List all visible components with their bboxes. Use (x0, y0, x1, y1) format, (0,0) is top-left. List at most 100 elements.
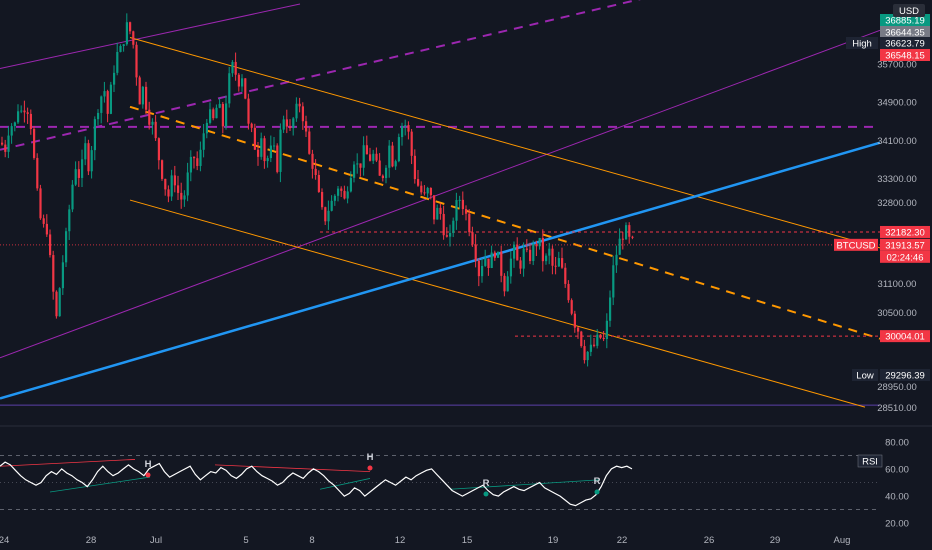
candle-body (346, 191, 349, 199)
candle-body (122, 44, 125, 47)
candle-body (116, 51, 119, 73)
candle-body (593, 344, 596, 346)
candle-body (276, 145, 279, 172)
candle-body (26, 112, 29, 114)
price-axis[interactable]: 35700.00 34900.00 34100.00 33300.00 32800.00… (877, 59, 917, 414)
rsi-pane[interactable]: H H R R RSI (0, 452, 883, 510)
candle (138, 75, 141, 105)
candle (151, 118, 154, 135)
candle-body (586, 351, 589, 361)
time-axis[interactable]: 24 28 Jul 5 8 12 15 19 22 26 29 Aug (0, 535, 850, 546)
candle (81, 149, 84, 187)
rsi-label-bg (857, 454, 883, 468)
candle (484, 249, 487, 267)
candle (442, 205, 445, 240)
candle-body (445, 235, 448, 237)
candle (279, 123, 282, 183)
rsi-axis[interactable]: 80.00 60.00 40.00 20.00 (885, 437, 909, 529)
candle-body (612, 265, 615, 298)
candle (618, 228, 621, 255)
candle-body (516, 244, 519, 261)
candle (308, 127, 311, 155)
candle-body (388, 145, 391, 168)
price-tick-label: 34900.00 (877, 98, 917, 109)
time-tick-label: 5 (243, 535, 248, 546)
candle (513, 241, 516, 268)
candlestick-series[interactable] (1, 13, 634, 367)
candle (295, 97, 298, 122)
price-tag-label: 36885.19 (885, 16, 925, 27)
candle (487, 258, 490, 276)
candle-body (45, 223, 48, 235)
candle-body (589, 344, 592, 352)
candle-body (33, 128, 36, 158)
candle-body (71, 184, 74, 210)
rsi-tick-label: 80.00 (885, 437, 909, 448)
candle-body (573, 313, 576, 328)
price-tag-bg (880, 225, 930, 238)
candle (173, 165, 176, 193)
candle (4, 139, 7, 158)
candle-body (263, 138, 266, 162)
candle (596, 329, 599, 349)
candle-body (596, 334, 599, 346)
candle (205, 119, 208, 139)
candle (36, 153, 39, 191)
candle-body (420, 185, 423, 193)
candle (317, 170, 320, 193)
candle (282, 115, 285, 133)
candle-body (1, 142, 4, 145)
candle (365, 135, 368, 155)
candle-body (17, 111, 20, 123)
candle-body (52, 255, 55, 292)
candle-body (551, 248, 554, 266)
candle (68, 204, 71, 241)
price-tag-bg (880, 369, 930, 381)
candle (20, 105, 23, 114)
purple-channel-upper (0, 3, 301, 70)
price-tag: 30004.01 (880, 330, 930, 343)
orange-channel-mid-dashed (129, 105, 881, 340)
candle (439, 203, 442, 220)
candle-body (599, 334, 602, 338)
currency-badge[interactable]: USD (893, 4, 925, 17)
candle (228, 66, 231, 108)
candle-body (311, 153, 314, 169)
candle (557, 251, 560, 267)
candle-body (439, 207, 442, 214)
candle (74, 161, 77, 187)
candle (93, 116, 96, 161)
candle-body (93, 119, 96, 151)
candle (551, 245, 554, 275)
candle-body (228, 73, 231, 104)
candle (577, 326, 580, 339)
candle (196, 151, 199, 171)
price-tag: 36644.35 (880, 26, 930, 39)
candle (471, 226, 474, 247)
candle-body (74, 169, 77, 185)
rsi-pivot-dot (367, 465, 373, 471)
candle-body (340, 188, 343, 191)
candle (509, 251, 512, 284)
candle-body (557, 258, 560, 267)
candle (413, 149, 416, 184)
candle-body (305, 121, 308, 132)
candle-body (298, 103, 301, 107)
price-pane[interactable] (0, 0, 881, 408)
candle (375, 147, 378, 163)
candle (263, 135, 266, 169)
time-tick-label: 29 (770, 535, 781, 546)
rsi-divergence-bear (0, 459, 136, 467)
candle (145, 81, 148, 115)
candle-body (65, 231, 68, 263)
orange-channel-upper (129, 36, 881, 249)
purple-channel-lower (0, 29, 881, 359)
candle-body (353, 164, 356, 178)
candle (381, 174, 384, 182)
price-tag-prefix: High (852, 39, 872, 50)
candle-body (605, 320, 608, 340)
candle (372, 149, 375, 164)
candle-body (109, 84, 112, 114)
candle-body (330, 200, 333, 211)
